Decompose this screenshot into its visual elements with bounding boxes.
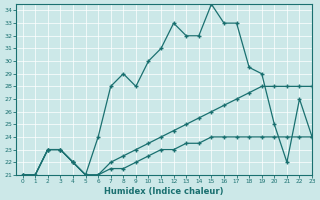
X-axis label: Humidex (Indice chaleur): Humidex (Indice chaleur) <box>104 187 224 196</box>
